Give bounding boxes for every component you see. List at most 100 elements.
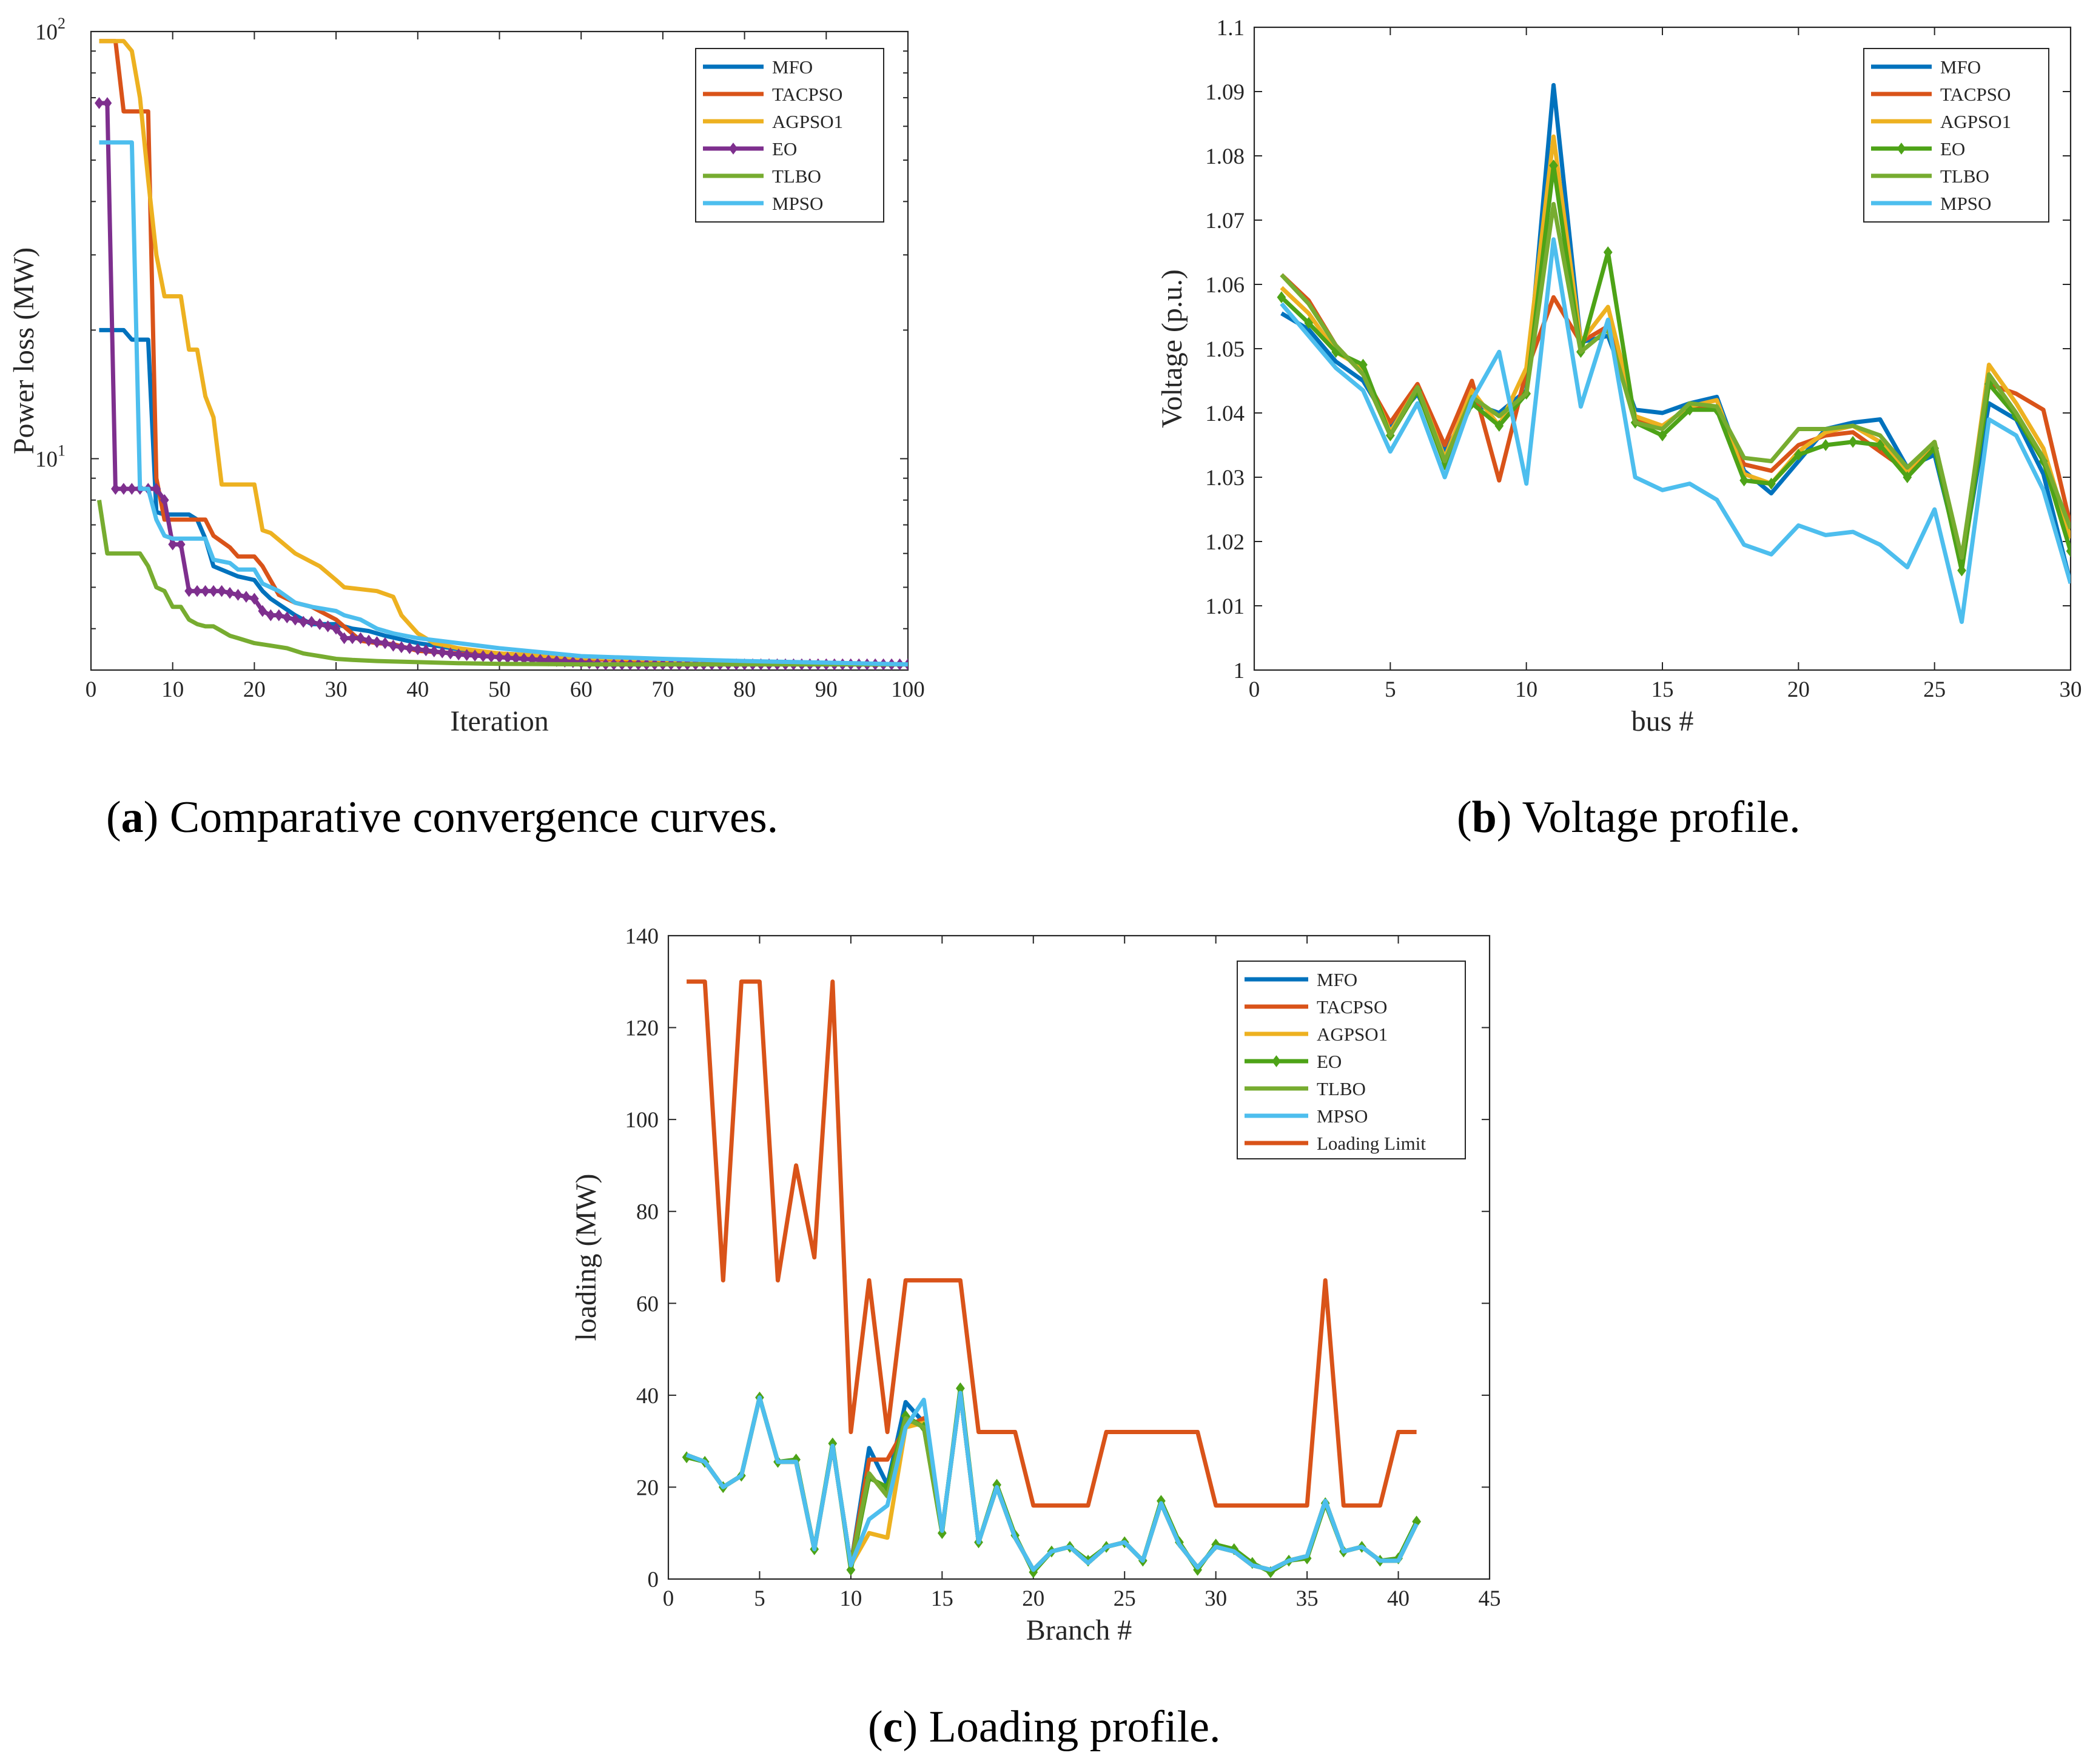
data-point-eo [209, 585, 218, 597]
y-axis-label: Power loss (MW) [8, 247, 40, 454]
x-tick-label: 15 [931, 1586, 953, 1611]
data-point-eo [1875, 439, 1885, 451]
x-tick-label: 100 [891, 677, 925, 702]
y-axis-label: Voltage (p.u.) [1156, 269, 1188, 428]
data-point-eo [315, 618, 324, 631]
x-tick-label: 35 [1296, 1586, 1319, 1611]
x-tick-label: 80 [733, 677, 756, 702]
caption-b-text: Voltage profile. [1522, 793, 1801, 842]
caption-c: (c) Loading profile. [868, 1702, 1221, 1752]
legend-label-tacpso: TACPSO [1940, 84, 2011, 105]
x-tick-label: 5 [754, 1586, 765, 1611]
x-tick-label: 0 [1249, 677, 1260, 702]
data-point-eo [111, 483, 120, 495]
data-point-eo [307, 615, 317, 628]
y-tick-label: 60 [636, 1292, 659, 1316]
data-point-eo [225, 586, 235, 599]
legend-label-mpso: MPSO [772, 193, 823, 214]
data-point-eo [1603, 246, 1613, 258]
data-point-eo [1304, 317, 1314, 329]
x-tick-label: 15 [1652, 677, 1674, 702]
x-tick-label: 10 [161, 677, 184, 702]
data-point-eo [348, 632, 357, 645]
legend-marker-eo [1272, 1055, 1281, 1067]
series-line-loading-limit [687, 979, 1417, 1508]
data-point-eo [462, 649, 471, 662]
data-point-eo [846, 1564, 856, 1576]
y-axis-label: loading (MW) [570, 1174, 602, 1341]
legend-label-eo: EO [772, 138, 797, 159]
data-point-eo [95, 97, 104, 109]
x-tick-label: 0 [663, 1586, 674, 1611]
legend-marker-eo [728, 143, 738, 155]
legend-label-mpso: MPSO [1940, 193, 1991, 214]
data-point-eo [152, 483, 161, 495]
legend-label-tlbo: TLBO [772, 166, 821, 187]
data-point-eo [1359, 358, 1368, 371]
data-point-eo [2066, 545, 2071, 557]
data-point-eo [102, 97, 112, 109]
legend-label-agpso1: AGPSO1 [772, 111, 843, 132]
y-tick-label: 40 [636, 1384, 659, 1409]
x-axis-label: Branch # [1026, 1614, 1132, 1646]
legend: MFO TACPSO AGPSO1 EO TLBO MPSO Loading Limit [1237, 961, 1466, 1159]
series-line-agpso1 [99, 39, 908, 667]
y-tick-label: 20 [636, 1475, 659, 1500]
data-point-eo [340, 632, 349, 645]
x-tick-label: 70 [651, 677, 674, 702]
y-tick-label: 1 [1234, 659, 1245, 683]
data-point-eo [405, 642, 414, 654]
data-point-eo [160, 494, 169, 506]
y-tick-label: 102 [35, 15, 66, 45]
legend-box [1863, 48, 2049, 223]
data-point-eo [1767, 477, 1776, 490]
legend-box [695, 48, 884, 223]
data-point-eo [397, 641, 406, 654]
x-tick-label: 20 [243, 677, 266, 702]
data-point-eo [250, 592, 259, 605]
x-tick-label: 40 [406, 677, 429, 702]
legend-label-tlbo: TLBO [1940, 166, 1989, 187]
caption-b: (b) Voltage profile. [1457, 793, 1801, 842]
x-tick-label: 10 [1515, 677, 1537, 702]
series-group [682, 979, 1422, 1578]
y-tick-label: 1.05 [1205, 337, 1245, 362]
caption-b-letter: b [1472, 793, 1497, 842]
x-tick-label: 30 [2060, 677, 2082, 702]
data-point-eo [446, 647, 455, 660]
series-line-mpso [685, 1390, 1419, 1572]
legend-label-mfo: MFO [1317, 969, 1357, 990]
x-tick-label: 20 [1787, 677, 1810, 702]
data-point-eo [241, 591, 251, 603]
y-tick-label: 1.06 [1205, 273, 1245, 298]
data-point-eo [389, 639, 398, 652]
x-axis-label: Iteration [450, 705, 549, 737]
data-point-eo [184, 585, 194, 597]
series-line-mfo [99, 327, 908, 667]
series-group [95, 39, 908, 670]
data-point-eo [282, 611, 292, 624]
data-point-eo [1957, 564, 1966, 577]
legend-label-loading-limit: Loading Limit [1317, 1133, 1426, 1154]
data-point-eo [168, 538, 178, 551]
x-tick-label: 5 [1385, 677, 1396, 702]
data-point-eo [356, 632, 365, 645]
legend-label-mfo: MFO [772, 56, 813, 78]
y-tick-label: 101 [35, 441, 66, 472]
data-point-eo [119, 483, 129, 495]
data-point-eo [364, 634, 374, 647]
y-tick-label: 1.09 [1205, 80, 1245, 105]
y-tick-label: 1.02 [1205, 530, 1245, 555]
data-point-eo [323, 620, 333, 632]
data-point-eo [470, 649, 480, 662]
x-tick-label: 25 [1923, 677, 1946, 702]
data-point-eo [454, 648, 463, 661]
legend-label-mpso: MPSO [1317, 1105, 1368, 1127]
x-tick-label: 30 [325, 677, 348, 702]
data-point-eo [421, 644, 431, 657]
series-line-tlbo [97, 500, 908, 667]
series-group [1277, 82, 2071, 624]
chart-a-convergence: 0 10 20 30 40 50 60 70 80 90 100 101 102 Iteration Pow… [8, 15, 925, 737]
data-point-eo [1848, 435, 1858, 448]
x-tick-label: 10 [839, 1586, 862, 1611]
